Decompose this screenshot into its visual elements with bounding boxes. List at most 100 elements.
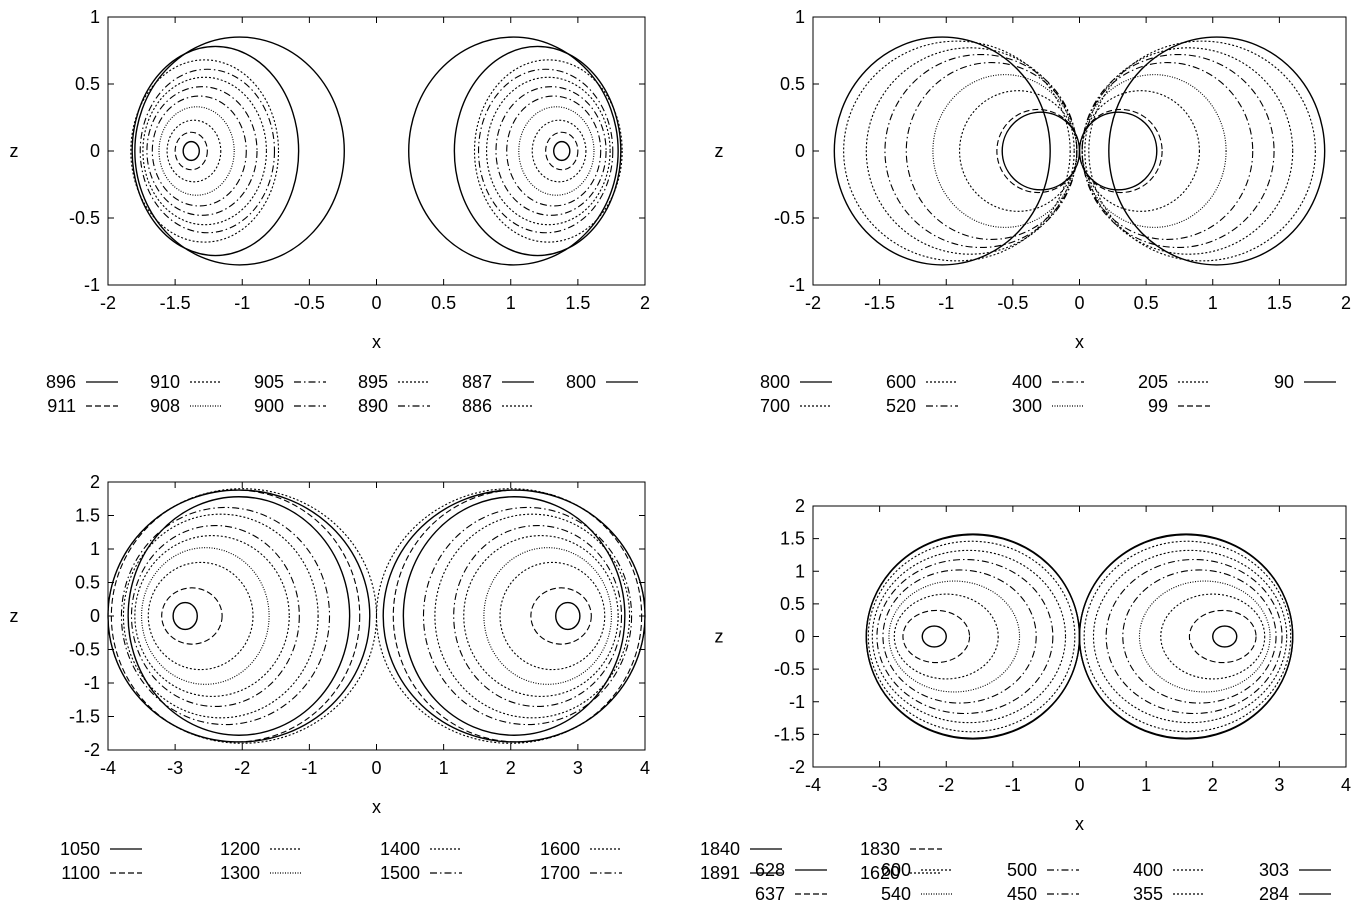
- x-tick-label: 2: [506, 758, 516, 778]
- x-tick-label: -2: [234, 758, 250, 778]
- legend-label: 1400: [380, 839, 420, 859]
- x-tick-label: -1: [301, 758, 317, 778]
- contour-1050-left: [172, 601, 198, 631]
- x-tick-label: 3: [573, 758, 583, 778]
- contour-520-right: [1081, 53, 1275, 249]
- contour-886-left: [130, 59, 280, 243]
- legend-label: 400: [1133, 860, 1163, 880]
- x-tick-label: -1.5: [160, 293, 191, 313]
- contour-205-left: [959, 90, 1078, 212]
- x-tick-label: -2: [938, 775, 954, 795]
- y-tick-label: 1.5: [780, 529, 805, 549]
- contour-896-right: [553, 140, 571, 162]
- legend-label: 895: [358, 372, 388, 392]
- x-tick-label: 0: [371, 758, 381, 778]
- contour-600-left: [865, 47, 1075, 255]
- y-tick-label: -0.5: [774, 659, 805, 679]
- y-axis-label: z: [715, 627, 724, 647]
- contour-1500-left: [130, 524, 300, 707]
- y-tick-label: 0: [795, 141, 805, 161]
- y-tick-label: 1: [795, 7, 805, 27]
- contour-540-left: [888, 580, 1021, 693]
- contour-900-left: [146, 86, 258, 216]
- contour-1700-left: [120, 506, 331, 726]
- contour-908-right: [518, 106, 595, 196]
- y-tick-label: 0: [90, 141, 100, 161]
- contour-600-right: [1084, 47, 1294, 255]
- y-axis-label: z: [10, 141, 19, 161]
- x-tick-label: -1: [1005, 775, 1021, 795]
- x-tick-label: 0: [371, 293, 381, 313]
- legend-label: 1700: [540, 863, 580, 883]
- contour-1830-right: [392, 489, 643, 743]
- contour-284-right: [1078, 534, 1294, 739]
- contour-284-left: [865, 534, 1081, 739]
- legend-label: 99: [1148, 396, 1168, 416]
- legend-label: 540: [881, 884, 911, 904]
- y-axis-label: z: [10, 606, 19, 626]
- contour-905-left: [151, 95, 247, 207]
- contour-450-left: [876, 558, 1054, 715]
- contour-637-right: [1188, 609, 1257, 664]
- y-tick-label: 0.5: [75, 74, 100, 94]
- contour-355-right: [1083, 540, 1292, 733]
- legend-label: 520: [886, 396, 916, 416]
- x-axis-label: x: [372, 797, 381, 817]
- x-tick-label: -3: [167, 758, 183, 778]
- legend-label: 800: [566, 372, 596, 392]
- contour-900-right: [495, 86, 607, 216]
- contour-895-left: [142, 76, 267, 226]
- x-tick-label: -3: [872, 775, 888, 795]
- contour-1300-right: [483, 547, 612, 685]
- legend-label: 911: [47, 396, 76, 416]
- x-tick-label: 2: [1208, 775, 1218, 795]
- x-tick-label: -1.5: [864, 293, 895, 313]
- contour-1620-right: [375, 488, 646, 744]
- plot-frame-top-left: [107, 16, 646, 286]
- legend-label: 303: [1259, 860, 1289, 880]
- contour-895-right: [486, 76, 611, 226]
- legend-label: 1600: [540, 839, 580, 859]
- contour-500-left: [882, 569, 1037, 704]
- x-tick-label: 4: [1341, 775, 1351, 795]
- contour-800-right: [408, 36, 619, 266]
- contour-1840-left: [127, 496, 351, 736]
- contour-205-right: [1081, 90, 1200, 212]
- y-tick-label: 2: [795, 496, 805, 516]
- legend-label: 905: [254, 372, 284, 392]
- contour-700-left: [843, 40, 1071, 262]
- x-tick-label: 1: [439, 758, 449, 778]
- legend-label: 1500: [380, 863, 420, 883]
- legend-label: 890: [358, 396, 388, 416]
- x-tick-label: -2: [805, 293, 821, 313]
- x-tick-label: 1: [1141, 775, 1151, 795]
- contour-700-right: [1088, 40, 1316, 262]
- x-tick-label: 2: [640, 293, 650, 313]
- y-tick-label: 2: [90, 472, 100, 492]
- y-tick-label: 0.5: [780, 594, 805, 614]
- y-tick-label: 1.5: [75, 506, 100, 526]
- x-tick-label: -4: [805, 775, 821, 795]
- contour-450-right: [1105, 558, 1283, 715]
- legend-label: 900: [254, 396, 284, 416]
- contour-400-right: [1081, 62, 1254, 240]
- x-axis-label: x: [372, 332, 381, 352]
- contour-1400-left: [134, 535, 290, 697]
- contour-911-right: [545, 131, 579, 171]
- y-tick-label: 1: [90, 539, 100, 559]
- legend-label: 1620: [860, 863, 900, 883]
- contour-637-left: [902, 609, 971, 664]
- legend-label: 628: [755, 860, 785, 880]
- legend-label: 1100: [61, 863, 100, 883]
- legend-label: 1200: [220, 839, 260, 859]
- x-tick-label: -1: [938, 293, 954, 313]
- legend-label: 284: [1259, 884, 1289, 904]
- contour-800-left: [134, 36, 345, 266]
- x-tick-label: 4: [640, 758, 650, 778]
- x-tick-label: 2: [1341, 293, 1351, 313]
- contour-1300-left: [141, 547, 270, 685]
- contour-1100-left: [161, 587, 223, 645]
- contour-400-right: [1092, 549, 1288, 724]
- y-tick-label: 0.5: [75, 573, 100, 593]
- contour-540-right: [1138, 580, 1271, 693]
